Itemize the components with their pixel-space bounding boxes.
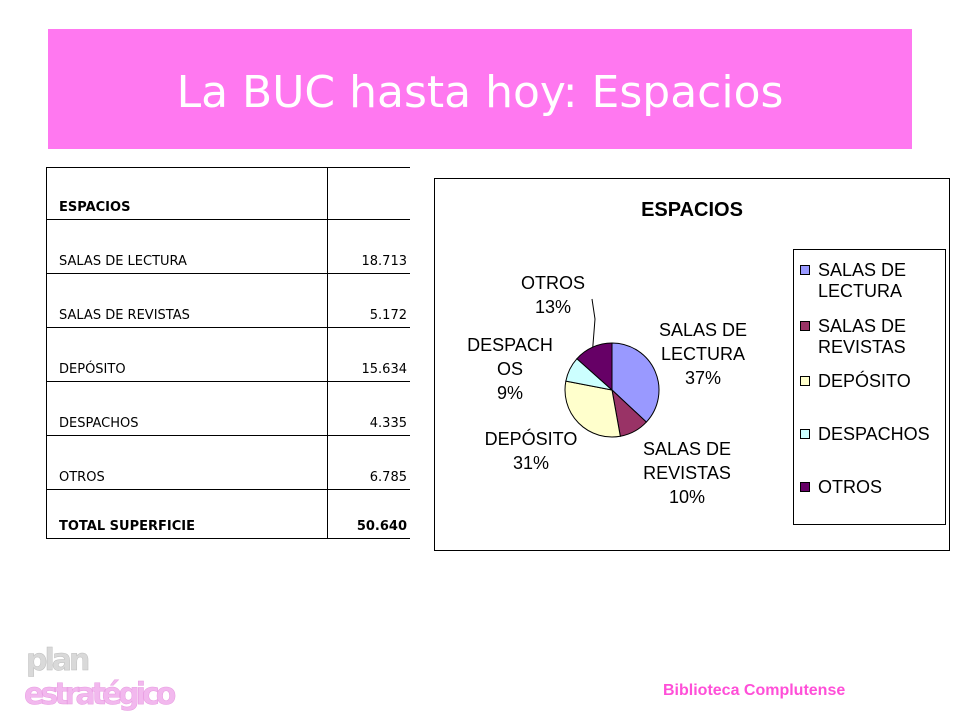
pie-slice-otros: [576, 342, 613, 392]
table-header-label: ESPACIOS: [46, 167, 328, 220]
row-label: OTROS: [46, 435, 328, 490]
legend-label: DEPÓSITO: [818, 371, 911, 391]
total-value: 50.640: [327, 489, 410, 539]
plan-estrategico-logo: plan estratégico: [24, 643, 180, 713]
table-total-row: TOTAL SUPERFICIE 50.640: [46, 489, 410, 539]
logo-line-1: plan: [26, 643, 89, 678]
pie-label-salas-revistas: SALAS DE REVISTAS 10%: [643, 439, 731, 507]
legend-item-salas-revistas: SALAS DE REVISTAS: [800, 316, 906, 358]
row-value: 4.335: [327, 381, 410, 436]
table-row: DESPACHOS 4.335: [46, 381, 410, 436]
legend-item-otros: OTROS: [800, 477, 882, 498]
table-row: DEPÓSITO 15.634: [46, 327, 410, 382]
legend-swatch: [800, 376, 810, 386]
table-row: SALAS DE LECTURA 18.713: [46, 219, 410, 274]
pie-label-deposito: DEPÓSITO 31%: [485, 428, 578, 473]
row-value: 6.785: [327, 435, 410, 490]
table-row: OTROS 6.785: [46, 435, 410, 490]
row-value: 15.634: [327, 327, 410, 382]
legend-label: DESPACHOS: [818, 424, 930, 444]
chart-legend: SALAS DE LECTURA SALAS DE REVISTAS DEPÓS…: [793, 249, 946, 525]
pie-chart: ESPACIOS SALAS DE LECTURA 37% SALAS DE REVIS…: [467, 199, 747, 507]
leader-line-otros: [591, 298, 596, 348]
chart-title: ESPACIOS: [641, 199, 743, 221]
logo-line-2: estratégico: [24, 677, 176, 712]
row-label: DEPÓSITO: [46, 327, 328, 382]
row-label: SALAS DE LECTURA: [46, 219, 328, 274]
total-label: TOTAL SUPERFICIE: [46, 489, 328, 539]
page-title: La BUC hasta hoy: Espacios: [176, 67, 784, 118]
legend-label: SALAS DE LECTURA: [818, 260, 907, 301]
legend-swatch: [800, 429, 810, 439]
pie-slice-salas-lectura: [611, 342, 660, 423]
legend-label: SALAS DE REVISTAS: [818, 316, 907, 357]
legend-item-deposito: DEPÓSITO: [800, 371, 911, 392]
table-header-row: ESPACIOS: [46, 167, 410, 220]
legend-label: OTROS: [818, 477, 883, 497]
spaces-table: ESPACIOS SALAS DE LECTURA 18.713 SALAS D…: [46, 167, 410, 539]
legend-item-salas-lectura: SALAS DE LECTURA: [800, 260, 906, 302]
table-header-value: [327, 167, 410, 220]
row-label: SALAS DE REVISTAS: [46, 273, 328, 328]
pie-label-otros: OTROS 13%: [521, 273, 585, 317]
legend-swatch: [800, 321, 810, 331]
row-label: DESPACHOS: [46, 381, 328, 436]
pie-leader-lines: [591, 298, 596, 348]
legend-item-despachos: DESPACHOS: [800, 424, 930, 445]
pie-label-despachos: DESPACH OS 9%: [467, 335, 553, 403]
pie-label-salas-lectura: SALAS DE LECTURA 37%: [659, 320, 747, 388]
pie-slice-deposito: [564, 380, 621, 438]
row-value: 18.713: [327, 219, 410, 274]
row-value: 5.172: [327, 273, 410, 328]
title-banner: La BUC hasta hoy: Espacios: [48, 29, 912, 149]
table-row: SALAS DE REVISTAS 5.172: [46, 273, 410, 328]
footer-brand: Biblioteca Complutense: [663, 682, 846, 699]
pie-slice-labels: SALAS DE LECTURA 37% SALAS DE REVISTAS 10% DEP…: [467, 273, 747, 507]
legend-swatch: [800, 265, 810, 275]
pie-slices: [564, 342, 660, 438]
legend-swatch: [800, 482, 810, 492]
